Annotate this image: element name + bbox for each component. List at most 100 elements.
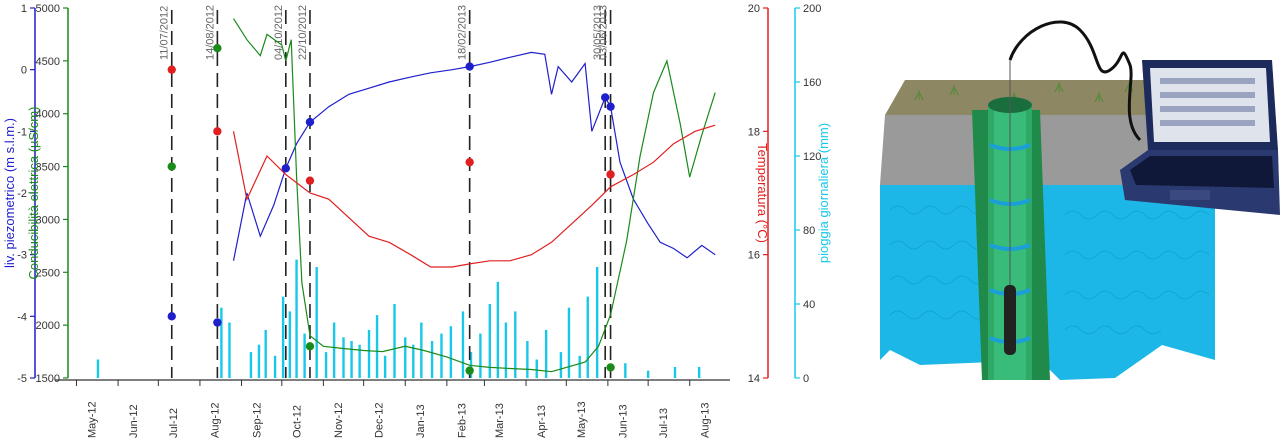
sample-point [281,164,291,173]
level-tick-label: -4 [17,311,27,323]
rain-bar [578,355,581,378]
rain-bar [324,352,328,378]
rain-bar [315,267,318,378]
rain-bar [249,352,253,378]
rain-bar [559,352,563,378]
sample-point [213,127,222,136]
rain-bar [449,326,453,378]
rain-bar [332,322,336,378]
temperature-tick-label: 16 [748,250,760,262]
x-tick-label: Jun-12 [128,404,140,438]
rain-tick-label: 120 [803,151,821,163]
x-tick-label: Aug-12 [210,403,222,438]
sample-point [305,342,315,351]
level-tick-label: -1 [17,126,27,138]
rain-bar [412,344,415,378]
x-tick-label: Jul-12 [168,408,180,438]
sample-points [167,43,615,375]
soil-layer-side [885,80,1170,115]
rain-bar [281,296,285,378]
rain-bar [697,366,701,378]
sample-point [606,363,615,372]
rain-bar [567,307,571,378]
conductivity-tick-label: 5000 [36,3,60,15]
conductivity-tick-label: 4000 [36,109,60,121]
conductivity-tick-label: 2000 [36,320,60,332]
x-axis: May-12 Jun-12 Jul-12 Aug-12 Sep-12 Oct-12 Nov-… [55,379,730,438]
rain-tick-label: 200 [803,3,821,15]
laptop-screen-row [1160,92,1255,98]
rain-bar [96,359,100,378]
event-label: 14/08/2012 [204,5,216,60]
rain-bar [535,359,538,378]
rain-bar [673,366,677,378]
probe [1004,285,1016,355]
sample-point [167,162,176,171]
rain-bar [383,355,387,378]
conductivity-tick-label: 3500 [36,162,60,174]
x-tick-label: Apr-13 [536,405,548,438]
sample-point [465,62,474,71]
sample-point [465,366,474,375]
aquifer-layer [880,185,1215,380]
level-tick-label: -3 [17,250,27,262]
rain-bar [461,311,465,378]
rain-bars [96,259,701,378]
rain-bar [228,322,231,378]
x-tick-label: May-13 [576,401,588,438]
rain-bar [375,315,379,378]
temperature-tick-label: 20 [748,3,760,15]
rain-bar [288,311,292,378]
rain-bar [342,337,345,378]
rain-bar [496,281,500,378]
temperature-tick-label: 18 [748,126,760,138]
sample-point [600,93,610,102]
rain-bar [220,307,223,378]
x-tick-label: Dec-12 [373,403,385,438]
rain-bar [544,329,548,378]
rain-bar [350,341,353,378]
sample-point [305,176,315,185]
temperature-tick-label: 14 [748,373,760,385]
conductivity-tick-label: 2500 [36,267,60,279]
x-tick-label: Jun-13 [618,404,630,438]
x-tick-label: May-12 [86,401,98,438]
level-axis-label: liv. piezometrico (m s.l.m.) [2,118,17,268]
sample-point [167,65,176,74]
well-illustration [880,20,1280,380]
monitoring-chart: 11/07/2012 14/08/2012 04/10/2012 22/10/2012… [2,3,831,438]
laptop-screen-row [1160,106,1255,112]
sample-point [305,117,315,127]
sample-point [213,43,222,53]
rain-bar [514,311,517,378]
axes: 1 0 -1 -2 -3 -4 -5 liv. piezometrico (m s.l.m.)… [2,3,831,385]
level-tick-label: 0 [21,65,27,77]
x-tick-label: Jan-13 [415,404,427,438]
sample-point [606,102,615,111]
series-line [232,51,716,261]
event-label: 11/07/2012 [159,6,171,60]
rain-bar [430,341,434,378]
series-line [232,124,716,268]
rain-tick-label: 40 [803,299,815,311]
rain-bar [479,333,482,378]
rain-bar [264,329,267,378]
rain-tick-label: 80 [803,225,815,237]
event-label: 22/10/2012 [297,5,309,60]
x-tick-label: Oct-12 [292,405,304,438]
conductivity-axis-label: Conducibilità elettrica (µS/cm) [26,107,41,280]
rain-bar [586,296,589,378]
rain-bar [303,333,306,378]
sample-point [465,157,474,167]
rain-bar [367,329,371,378]
level-tick-label: 1 [21,3,27,15]
rain-bar [273,355,277,378]
event-label: 30/05/2013 [592,5,604,60]
conductivity-tick-label: 1500 [36,373,60,385]
laptop-icon [1120,60,1280,215]
rain-bar [488,304,491,378]
rain-bar [595,267,599,378]
x-tick-label: Mar-13 [494,403,506,438]
level-tick-label: -5 [17,373,27,385]
rain-bar [526,341,529,378]
